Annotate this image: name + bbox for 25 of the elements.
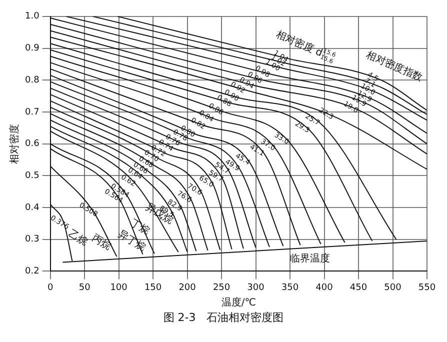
x-tick-label: 500 bbox=[384, 282, 402, 293]
y-tick-label: 0.6 bbox=[24, 139, 40, 150]
x-tick-label: 50 bbox=[78, 282, 91, 293]
y-tick-label: 0.9 bbox=[24, 44, 40, 54]
y-tick-label: 0.4 bbox=[24, 202, 40, 213]
x-tick-label: 450 bbox=[350, 282, 368, 293]
x-tick-label: 550 bbox=[418, 282, 436, 293]
y-tick-label: 0.7 bbox=[24, 107, 40, 118]
x-tick-label: 0 bbox=[47, 282, 54, 293]
x-tick-label: 350 bbox=[281, 282, 299, 293]
x-tick-label: 200 bbox=[178, 282, 196, 293]
x-axis-title: 温度/℃ bbox=[221, 296, 256, 309]
y-tick-label: 0.8 bbox=[24, 75, 40, 86]
x-tick-label: 400 bbox=[316, 282, 334, 293]
y-tick-label: 0.5 bbox=[24, 170, 40, 181]
y-tick-label: 0.3 bbox=[24, 234, 40, 245]
caption: 图 2-3 石油相对密度图 bbox=[162, 310, 285, 325]
x-tick-label: 300 bbox=[247, 282, 265, 293]
x-tick-label: 100 bbox=[110, 282, 128, 293]
annotation: 乙烷 bbox=[66, 228, 90, 248]
y-tick-label: 1.0 bbox=[24, 12, 40, 22]
x-tick-label: 250 bbox=[212, 282, 230, 293]
y-tick-label: 0.2 bbox=[24, 266, 40, 277]
y-axis-title: 相对密度 bbox=[8, 124, 21, 164]
x-tick-label: 150 bbox=[144, 282, 162, 293]
